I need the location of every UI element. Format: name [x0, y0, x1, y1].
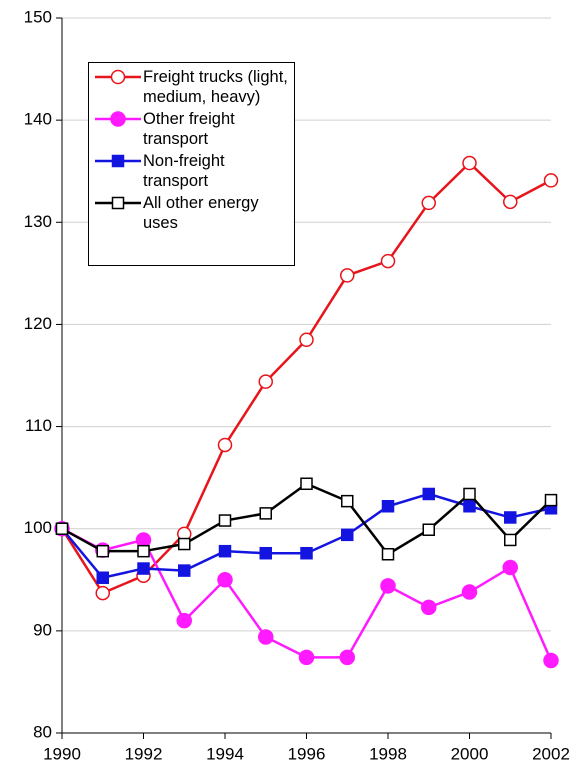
- marker: [544, 493, 558, 507]
- marker: [176, 612, 192, 629]
- marker: [543, 652, 559, 669]
- marker: [463, 487, 476, 501]
- marker: [218, 544, 232, 558]
- y-tick-label: 80: [33, 722, 52, 741]
- x-tick-label: 1996: [288, 744, 326, 763]
- x-tick-label: 2002: [532, 744, 570, 763]
- legend-entry: Non-freight transport: [93, 151, 290, 191]
- x-tick-label: 1990: [43, 744, 81, 763]
- legend-label: All other energy uses: [143, 194, 259, 232]
- marker: [259, 546, 272, 560]
- marker: [111, 154, 125, 168]
- marker: [137, 544, 150, 558]
- x-tick-label: 2000: [451, 744, 489, 763]
- marker: [135, 532, 152, 548]
- marker: [217, 572, 233, 588]
- marker: [259, 507, 272, 520]
- marker: [218, 514, 232, 527]
- legend-entry: Freight trucks (light, medium, heavy): [93, 67, 290, 107]
- legend-label: Freight trucks (light, medium, heavy): [143, 68, 288, 106]
- marker: [96, 544, 109, 558]
- legend-swatch: [95, 69, 141, 85]
- legend-entry: All other energy uses: [93, 193, 290, 233]
- x-tick-label: 1994: [206, 744, 244, 763]
- marker: [96, 571, 109, 584]
- legend-label: Non-freight transport: [143, 152, 225, 190]
- marker: [502, 559, 518, 576]
- legend-swatch: [95, 111, 141, 127]
- marker: [300, 477, 313, 491]
- legend-swatch: [95, 154, 141, 168]
- legend: Freight trucks (light, medium, heavy) Oth…: [88, 62, 295, 266]
- marker: [462, 155, 477, 171]
- marker: [111, 196, 125, 210]
- marker: [137, 562, 150, 575]
- marker: [341, 494, 354, 508]
- marker: [504, 533, 517, 547]
- marker: [503, 194, 518, 210]
- marker: [381, 548, 395, 561]
- marker: [543, 173, 559, 188]
- y-tick-label: 120: [24, 314, 52, 333]
- y-tick-label: 110: [25, 416, 52, 435]
- marker: [299, 332, 314, 347]
- marker: [422, 523, 435, 536]
- marker: [55, 522, 69, 535]
- y-tick-label: 130: [24, 212, 52, 231]
- marker: [339, 649, 355, 666]
- marker: [110, 111, 126, 127]
- marker: [421, 195, 436, 211]
- marker: [178, 537, 191, 551]
- marker: [300, 546, 313, 560]
- marker: [258, 374, 273, 389]
- y-tick-label: 150: [24, 7, 52, 26]
- marker: [461, 584, 478, 600]
- marker: [421, 599, 437, 616]
- marker: [380, 578, 396, 594]
- marker: [298, 649, 315, 666]
- x-tick-label: 1998: [369, 744, 407, 763]
- marker: [217, 437, 233, 453]
- marker: [504, 511, 517, 524]
- y-tick-label: 100: [24, 518, 52, 537]
- y-tick-label: 90: [33, 620, 52, 639]
- marker: [95, 585, 110, 601]
- legend-label: Other freight transport: [143, 110, 235, 148]
- marker: [463, 499, 476, 513]
- legend-swatch: [95, 196, 141, 210]
- marker: [341, 528, 354, 542]
- y-tick-label: 140: [24, 110, 52, 129]
- marker: [110, 69, 126, 85]
- series-line: [61, 492, 552, 580]
- marker: [178, 564, 191, 577]
- legend-entry: Other freight transport: [93, 109, 290, 149]
- marker: [340, 268, 355, 283]
- marker: [381, 499, 395, 513]
- marker: [422, 487, 435, 501]
- x-tick-label: 1992: [125, 744, 163, 763]
- series-line: [61, 482, 552, 556]
- marker: [258, 629, 274, 645]
- marker: [380, 253, 396, 269]
